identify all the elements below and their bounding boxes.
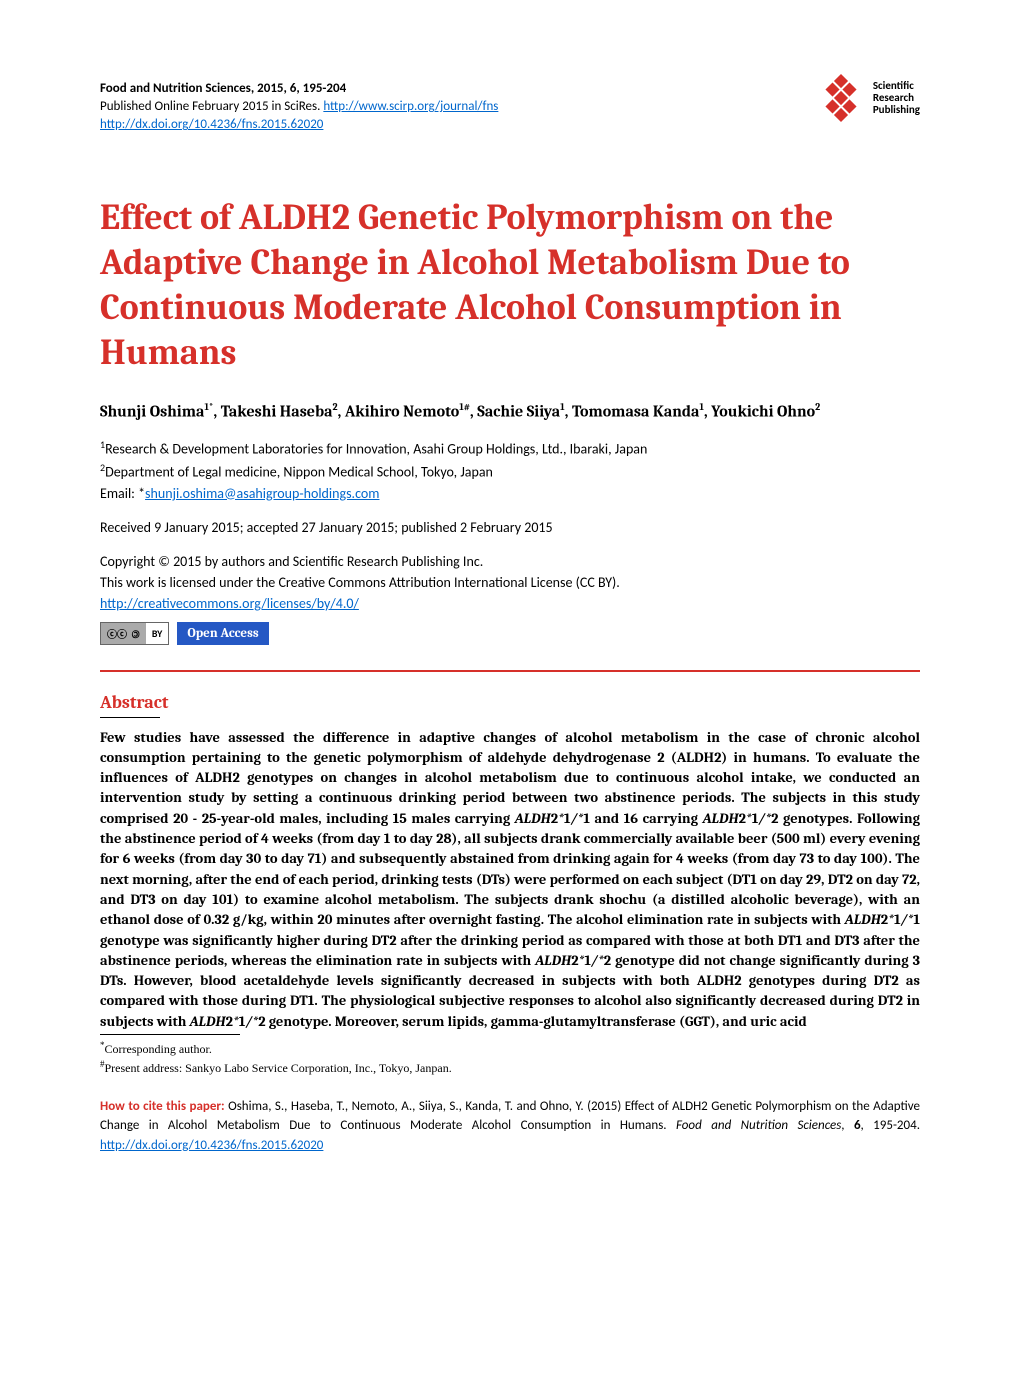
publisher-logo: Scientific Research Publishing bbox=[824, 80, 920, 116]
copyright-block: Copyright © 2015 by authors and Scientif… bbox=[100, 551, 920, 614]
affiliations: 1Research & Development Laboratories for… bbox=[100, 437, 920, 503]
footnotes: *Corresponding author. #Present address:… bbox=[100, 1039, 920, 1077]
journal-info: Food and Nutrition Sciences, 2015, 6, 19… bbox=[100, 80, 824, 135]
published-prefix: Published Online February 2015 in SciRes… bbox=[100, 99, 323, 114]
license-badges: ⓒⓒ 🄯 BY Open Access bbox=[100, 622, 920, 645]
section-divider bbox=[100, 670, 920, 672]
open-access-badge: Open Access bbox=[177, 622, 268, 645]
authors-list: Shunji Oshima1*, Takeshi Haseba2, Akihir… bbox=[100, 400, 920, 423]
cc-by-icon: ⓒⓒ 🄯 BY bbox=[100, 622, 169, 645]
license-link[interactable]: http://creativecommons.org/licenses/by/4… bbox=[100, 595, 359, 612]
doi-link[interactable]: http://dx.doi.org/10.4236/fns.2015.62020 bbox=[100, 117, 323, 132]
copyright-line2: This work is licensed under the Creative… bbox=[100, 574, 620, 591]
citation-box: How to cite this paper: Oshima, S., Hase… bbox=[100, 1097, 920, 1156]
citation-label: How to cite this paper: bbox=[100, 1099, 228, 1114]
logo-text: Scientific Research Publishing bbox=[873, 80, 920, 116]
logo-diamond-icon bbox=[817, 74, 865, 122]
abstract-underline bbox=[100, 717, 160, 718]
footnote-divider bbox=[100, 1034, 240, 1035]
email-label: Email: * bbox=[100, 485, 145, 502]
abstract-heading: Abstract bbox=[100, 692, 920, 713]
author-email-link[interactable]: shunji.oshima@asahigroup-holdings.com bbox=[145, 485, 379, 502]
journal-url-link[interactable]: http://www.scirp.org/journal/fns bbox=[323, 99, 498, 114]
copyright-line1: Copyright © 2015 by authors and Scientif… bbox=[100, 553, 483, 570]
journal-citation: Food and Nutrition Sciences, 2015, 6, 19… bbox=[100, 81, 346, 96]
abstract-text: Few studies have assessed the difference… bbox=[100, 728, 920, 1032]
page-header: Food and Nutrition Sciences, 2015, 6, 19… bbox=[100, 80, 920, 135]
paper-title: Effect of ALDH2 Genetic Polymorphism on … bbox=[100, 195, 920, 375]
citation-doi-link[interactable]: http://dx.doi.org/10.4236/fns.2015.62020 bbox=[100, 1138, 323, 1153]
publication-dates: Received 9 January 2015; accepted 27 Jan… bbox=[100, 519, 920, 536]
